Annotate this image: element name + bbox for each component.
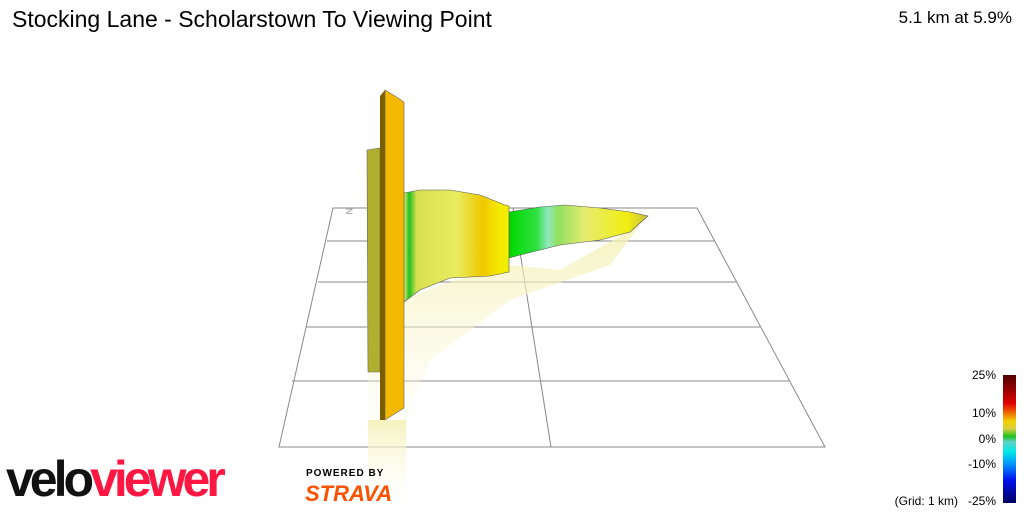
profile-wall-side [380,90,385,420]
colorbar-tick: 25% [971,368,996,382]
profile-wall-front [384,89,405,421]
profile-segment-far [508,204,649,259]
segment-summary: 5.1 km at 5.9% [898,8,1012,27]
profile-segment-mid [403,189,510,303]
strava-logo[interactable]: STRAVA [305,481,393,506]
colorbar-tick: 10% [971,406,996,420]
north-marker: N [344,208,354,215]
powered-by-label: POWERED BY [306,468,385,479]
colorbar-tick: 0% [978,432,996,446]
veloviewer-logo[interactable]: veloviewer [6,451,226,507]
logo-viewer-text: viewer [90,451,226,507]
profile-reflection [366,225,640,512]
gradient-colorbar [1003,375,1016,503]
grid-scale-note: (Grid: 1 km) [894,494,958,508]
logo-velo-text: velo [6,451,94,507]
profile-wall-back [366,147,381,373]
colorbar-tick: -10% [967,457,996,471]
page-title: Stocking Lane - Scholarstown To Viewing … [12,6,492,32]
wall-reflection [368,420,406,512]
colorbar-tick: -25% [967,494,996,508]
